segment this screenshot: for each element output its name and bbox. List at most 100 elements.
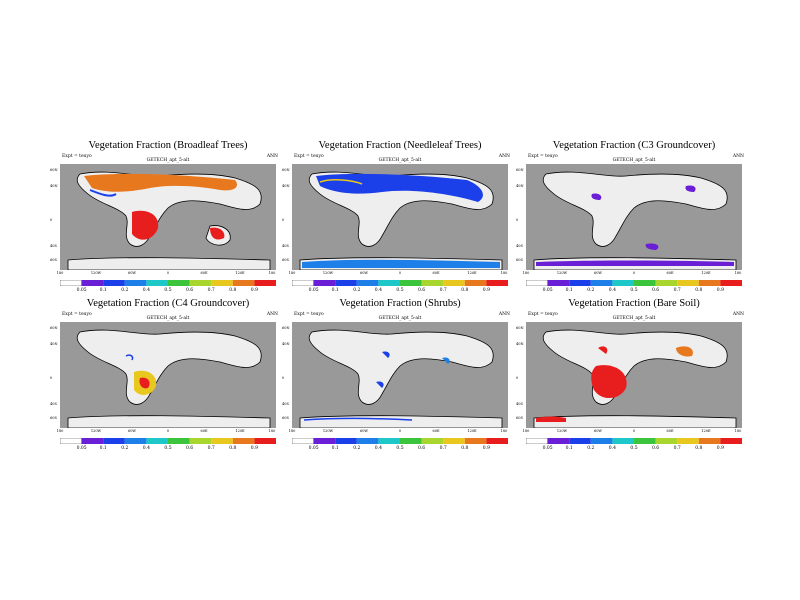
vegetation-map bbox=[292, 322, 508, 428]
longitude-tick: 0 bbox=[632, 429, 636, 433]
colorbar-label: 0.6 bbox=[418, 446, 426, 451]
longitude-tick: 180 bbox=[500, 429, 508, 433]
colorbar-labels: 0.05 0.1 0.2 0.4 0.5 0.6 0.7 0.8 0.9 bbox=[60, 446, 276, 452]
colorbar-label: 0.9 bbox=[250, 288, 258, 293]
colorbar bbox=[292, 438, 508, 444]
longitude-tick: 60W bbox=[593, 429, 603, 433]
latitude-tick: 60S bbox=[516, 258, 523, 262]
colorbar-label: 0.8 bbox=[695, 288, 703, 293]
expt-label: Expt = teuyo bbox=[62, 312, 92, 317]
colorbar-label: 0.4 bbox=[608, 446, 616, 451]
longitude-tick: 0 bbox=[398, 429, 402, 433]
longitude-tick: 60E bbox=[432, 271, 440, 275]
latitude-tick: 40N bbox=[282, 342, 290, 346]
colorbar-label: 0.6 bbox=[186, 446, 194, 451]
latitude-tick: 0 bbox=[282, 376, 285, 380]
longitude-tick: 60E bbox=[200, 271, 208, 275]
longitude-tick: 180 bbox=[268, 429, 276, 433]
subtitle: GETECH_apt_5-alt bbox=[146, 158, 190, 163]
latitude-tick: 40S bbox=[50, 244, 57, 248]
colorbar-label: 0.9 bbox=[482, 446, 490, 451]
colorbar-label: 0.5 bbox=[164, 446, 172, 451]
colorbar-labels: 0.05 0.1 0.2 0.4 0.5 0.6 0.7 0.8 0.9 bbox=[292, 446, 508, 452]
longitude-tick: 180 bbox=[56, 271, 64, 275]
latitude-tick: 0 bbox=[282, 218, 285, 222]
colorbar-labels: 0.05 0.1 0.2 0.4 0.5 0.6 0.7 0.8 0.9 bbox=[526, 288, 742, 294]
panel-title: Vegetation Fraction (Shrubs) bbox=[339, 298, 461, 309]
longitude-tick: 120E bbox=[701, 271, 711, 275]
longitude-tick: 120E bbox=[235, 271, 245, 275]
panel-title: Vegetation Fraction (Broadleaf Trees) bbox=[88, 140, 248, 151]
latitude-tick: 60S bbox=[282, 258, 289, 262]
longitude-tick: 0 bbox=[166, 271, 170, 275]
season-label: ANN bbox=[498, 154, 510, 159]
colorbar-label: 0.9 bbox=[716, 446, 724, 451]
longitude-tick: 60E bbox=[432, 429, 440, 433]
latitude-tick: 60N bbox=[50, 326, 58, 330]
season-label: ANN bbox=[732, 154, 744, 159]
colorbar-label: 0.05 bbox=[542, 446, 553, 451]
longitude-tick: 120W bbox=[322, 271, 334, 275]
colorbar-label: 0.5 bbox=[396, 288, 404, 293]
colorbar-label: 0.05 bbox=[76, 446, 87, 451]
colorbar-label: 0.05 bbox=[308, 288, 319, 293]
expt-label: Expt = teuyo bbox=[294, 154, 324, 159]
colorbar-label: 0.6 bbox=[418, 288, 426, 293]
longitude-tick: 120W bbox=[556, 429, 568, 433]
longitude-tick: 180 bbox=[522, 429, 530, 433]
vegetation-map bbox=[60, 164, 276, 270]
latitude-tick: 40N bbox=[516, 184, 524, 188]
latitude-tick: 0 bbox=[516, 376, 519, 380]
colorbar-label: 0.5 bbox=[164, 288, 172, 293]
panel-title: Vegetation Fraction (C4 Groundcover) bbox=[86, 298, 250, 309]
latitude-tick: 60S bbox=[50, 416, 57, 420]
latitude-tick: 60N bbox=[516, 168, 524, 172]
colorbar-label: 0.4 bbox=[142, 446, 150, 451]
colorbar-label: 0.4 bbox=[374, 446, 382, 451]
subtitle: GETECH_apt_5-alt bbox=[378, 316, 422, 321]
panel-c3-groundcover: Vegetation Fraction (C3 Groundcover) Exp… bbox=[516, 140, 752, 320]
subtitle: GETECH_apt_5-alt bbox=[612, 316, 656, 321]
latitude-tick: 40S bbox=[282, 402, 289, 406]
colorbar-label: 0.7 bbox=[207, 288, 215, 293]
latitude-tick: 0 bbox=[50, 218, 53, 222]
colorbar-label: 0.5 bbox=[630, 446, 638, 451]
latitude-tick: 60N bbox=[50, 168, 58, 172]
colorbar-labels: 0.05 0.1 0.2 0.4 0.5 0.6 0.7 0.8 0.9 bbox=[526, 446, 742, 452]
longitude-tick: 180 bbox=[56, 429, 64, 433]
panel-shrubs: Vegetation Fraction (Shrubs) Expt = teuy… bbox=[282, 298, 518, 478]
panel-title: Vegetation Fraction (Needleleaf Trees) bbox=[318, 140, 482, 151]
colorbar-label: 0.2 bbox=[353, 288, 361, 293]
latitude-tick: 60N bbox=[516, 326, 524, 330]
season-label: ANN bbox=[732, 312, 744, 317]
colorbar-label: 0.1 bbox=[565, 288, 573, 293]
longitude-tick: 120E bbox=[235, 429, 245, 433]
colorbar-label: 0.05 bbox=[542, 288, 553, 293]
colorbar-label: 0.1 bbox=[99, 446, 107, 451]
expt-label: Expt = teuyo bbox=[62, 154, 92, 159]
colorbar-label: 0.8 bbox=[695, 446, 703, 451]
subtitle: GETECH_apt_5-alt bbox=[612, 158, 656, 163]
longitude-tick: 180 bbox=[288, 271, 296, 275]
longitude-tick: 180 bbox=[288, 429, 296, 433]
longitude-tick: 120E bbox=[701, 429, 711, 433]
colorbar-labels: 0.05 0.1 0.2 0.4 0.5 0.6 0.7 0.8 0.9 bbox=[60, 288, 276, 294]
latitude-tick: 40S bbox=[516, 244, 523, 248]
colorbar bbox=[60, 438, 276, 444]
colorbar-label: 0.05 bbox=[76, 288, 87, 293]
panel-title: Vegetation Fraction (C3 Groundcover) bbox=[552, 140, 716, 151]
longitude-tick: 120E bbox=[467, 271, 477, 275]
colorbar-label: 0.1 bbox=[99, 288, 107, 293]
colorbar bbox=[60, 280, 276, 286]
longitude-tick: 0 bbox=[166, 429, 170, 433]
colorbar-label: 0.9 bbox=[716, 288, 724, 293]
longitude-tick: 60E bbox=[200, 429, 208, 433]
colorbar-label: 0.7 bbox=[673, 288, 681, 293]
longitude-tick: 120E bbox=[467, 429, 477, 433]
longitude-tick: 180 bbox=[522, 271, 530, 275]
season-label: ANN bbox=[266, 312, 278, 317]
colorbar-label: 0.2 bbox=[353, 446, 361, 451]
colorbar-label: 0.4 bbox=[142, 288, 150, 293]
latitude-tick: 60S bbox=[50, 258, 57, 262]
longitude-tick: 120W bbox=[322, 429, 334, 433]
